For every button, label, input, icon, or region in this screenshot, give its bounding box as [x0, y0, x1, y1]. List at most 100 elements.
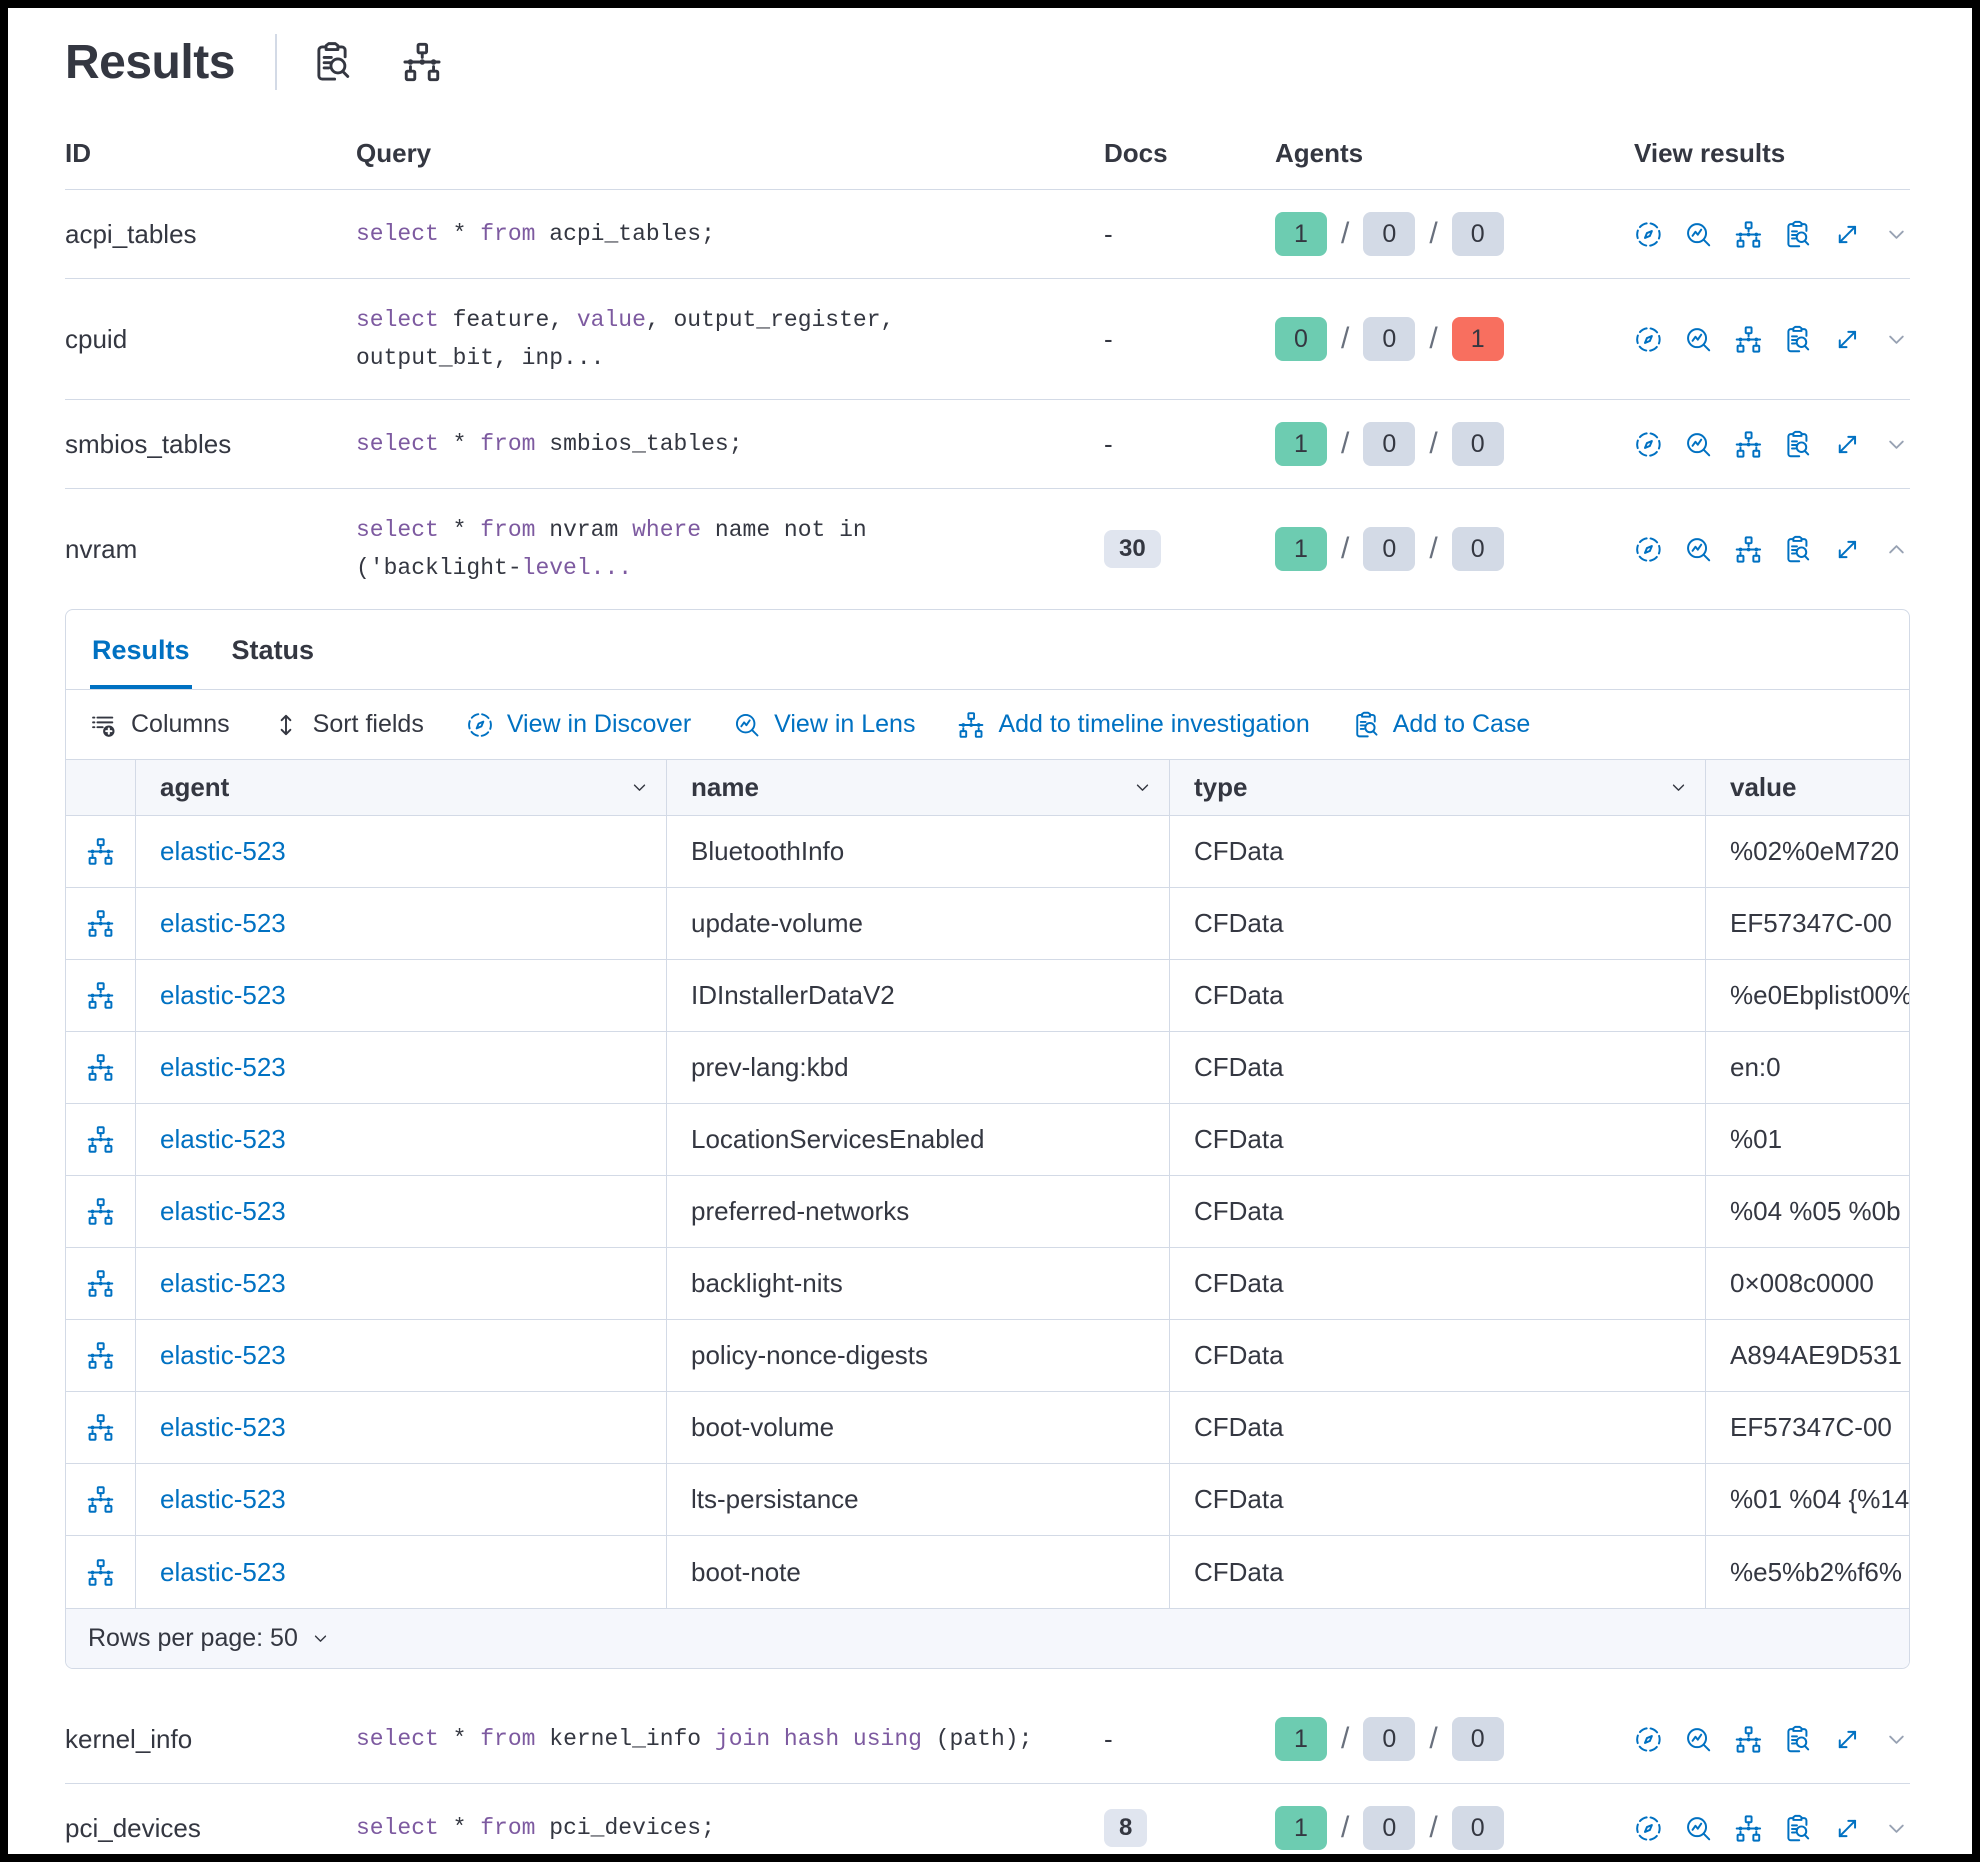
agent-link[interactable]: elastic-523 [160, 1556, 286, 1587]
timeline-icon[interactable] [86, 981, 115, 1010]
tab-results[interactable]: Results [90, 610, 192, 689]
timeline-icon[interactable] [1734, 1724, 1763, 1755]
rows-per-page-label: Rows per page: 50 [88, 1624, 298, 1652]
case-icon[interactable] [1783, 429, 1812, 460]
case-icon[interactable] [1783, 534, 1812, 565]
expand-icon[interactable] [1833, 429, 1862, 460]
timeline-icon[interactable] [86, 1413, 115, 1442]
network-icon[interactable] [401, 41, 443, 83]
rows-per-page-button[interactable]: Rows per page: 50 [88, 1624, 331, 1653]
docs-count: - [1104, 1723, 1113, 1754]
chevron-down-icon[interactable] [1883, 325, 1910, 354]
agents-separator: / [1341, 217, 1350, 250]
timeline-icon[interactable] [86, 1125, 115, 1154]
result-row: elastic-523 BluetoothInfo CFData %02%0eM720 [66, 816, 1909, 888]
query-id: kernel_info [65, 1723, 193, 1754]
data-grid-column-header-agent[interactable]: agent [135, 760, 666, 815]
panel-tabs: Results Status [66, 610, 1909, 690]
query-id: nvram [65, 533, 138, 564]
agents-success-badge: 1 [1275, 212, 1327, 256]
discover-icon[interactable] [1634, 219, 1663, 250]
agent-link[interactable]: elastic-523 [160, 1484, 286, 1514]
toolbar-sort-button[interactable]: Sort fields [272, 710, 424, 739]
result-row: elastic-523 update-volume CFData EF57347C-0… [66, 888, 1909, 960]
timeline-icon[interactable] [1734, 534, 1763, 565]
timeline-icon[interactable] [1734, 429, 1763, 460]
lens-icon[interactable] [1684, 219, 1713, 250]
name-cell: policy-nonce-digests [666, 1320, 1169, 1391]
timeline-icon[interactable] [86, 1558, 115, 1587]
lens-icon[interactable] [1684, 534, 1713, 565]
case-icon[interactable] [1783, 324, 1812, 355]
agent-link[interactable]: elastic-523 [160, 1412, 286, 1442]
discover-icon[interactable] [1634, 534, 1663, 565]
case-icon[interactable] [1783, 1813, 1812, 1844]
expand-icon[interactable] [1833, 1724, 1862, 1755]
agent-cell: elastic-523 [135, 1464, 666, 1535]
type-cell: CFData [1169, 1392, 1705, 1463]
data-grid-column-header-name[interactable]: name [666, 760, 1169, 815]
discover-icon[interactable] [1634, 1813, 1663, 1844]
timeline-icon[interactable] [86, 1341, 115, 1370]
toolbar-lens-button[interactable]: View in Lens [733, 710, 915, 739]
name-cell: preferred-networks [666, 1176, 1169, 1247]
case-icon[interactable] [1783, 219, 1812, 250]
docs-cell: - [1096, 1724, 1271, 1755]
expand-icon[interactable] [1833, 534, 1862, 565]
toolbar-case-button[interactable]: Add to Case [1352, 710, 1530, 739]
chevron-down-icon[interactable] [1883, 1725, 1910, 1754]
agents-cell: 1 / 0 / 0 [1271, 1717, 1626, 1761]
tab-status[interactable]: Status [231, 635, 315, 665]
expand-icon[interactable] [1833, 324, 1862, 355]
timeline-icon[interactable] [1734, 324, 1763, 355]
lens-icon[interactable] [1684, 1724, 1713, 1755]
value-cell: %01 [1705, 1104, 1909, 1175]
toolbar-discover-button[interactable]: View in Discover [466, 710, 691, 739]
toolbar-columns-button[interactable]: Columns [90, 710, 230, 739]
expand-icon[interactable] [1833, 1813, 1862, 1844]
timeline-icon[interactable] [86, 1197, 115, 1226]
chevron-up-icon[interactable] [1883, 535, 1910, 564]
toolbar-timeline-button[interactable]: Add to timeline investigation [957, 710, 1310, 739]
sort-icon [272, 711, 300, 739]
timeline-icon[interactable] [86, 1269, 115, 1298]
inspect-icon[interactable] [311, 41, 353, 83]
results-table-header: ID Query Docs Agents View results [65, 118, 1910, 190]
timeline-icon[interactable] [86, 1485, 115, 1514]
docs-cell: - [1096, 219, 1271, 250]
agents-success-badge: 1 [1275, 1717, 1327, 1761]
data-grid-body: elastic-523 BluetoothInfo CFData %02%0eM720… [66, 816, 1909, 1608]
case-icon[interactable] [1783, 1724, 1812, 1755]
agents-separator: / [1429, 427, 1438, 460]
agents-pending-badge: 0 [1363, 527, 1416, 571]
timeline-icon[interactable] [86, 837, 115, 866]
timeline-icon[interactable] [86, 909, 115, 938]
discover-icon[interactable] [1634, 324, 1663, 355]
agents-separator: / [1429, 217, 1438, 250]
timeline-icon[interactable] [1734, 219, 1763, 250]
agent-link[interactable]: elastic-523 [160, 1052, 286, 1082]
timeline-icon [957, 711, 985, 739]
lens-icon[interactable] [1684, 324, 1713, 355]
lens-icon[interactable] [1684, 1813, 1713, 1844]
name-cell: update-volume [666, 888, 1169, 959]
discover-icon[interactable] [1634, 1724, 1663, 1755]
view-results-cell [1626, 219, 1910, 250]
agent-link[interactable]: elastic-523 [160, 1268, 286, 1298]
agent-link[interactable]: elastic-523 [160, 1340, 286, 1370]
chevron-down-icon[interactable] [1883, 1814, 1910, 1843]
agent-link[interactable]: elastic-523 [160, 980, 286, 1010]
chevron-down-icon[interactable] [1883, 220, 1910, 249]
discover-icon[interactable] [1634, 429, 1663, 460]
data-grid-column-header-type[interactable]: type [1169, 760, 1705, 815]
chevron-down-icon[interactable] [1883, 430, 1910, 459]
agent-link[interactable]: elastic-523 [160, 1124, 286, 1154]
agent-cell: elastic-523 [135, 1536, 666, 1608]
agent-link[interactable]: elastic-523 [160, 836, 286, 866]
timeline-icon[interactable] [86, 1053, 115, 1082]
timeline-icon[interactable] [1734, 1813, 1763, 1844]
expand-icon[interactable] [1833, 219, 1862, 250]
agent-link[interactable]: elastic-523 [160, 1196, 286, 1226]
agent-link[interactable]: elastic-523 [160, 908, 286, 938]
lens-icon[interactable] [1684, 429, 1713, 460]
